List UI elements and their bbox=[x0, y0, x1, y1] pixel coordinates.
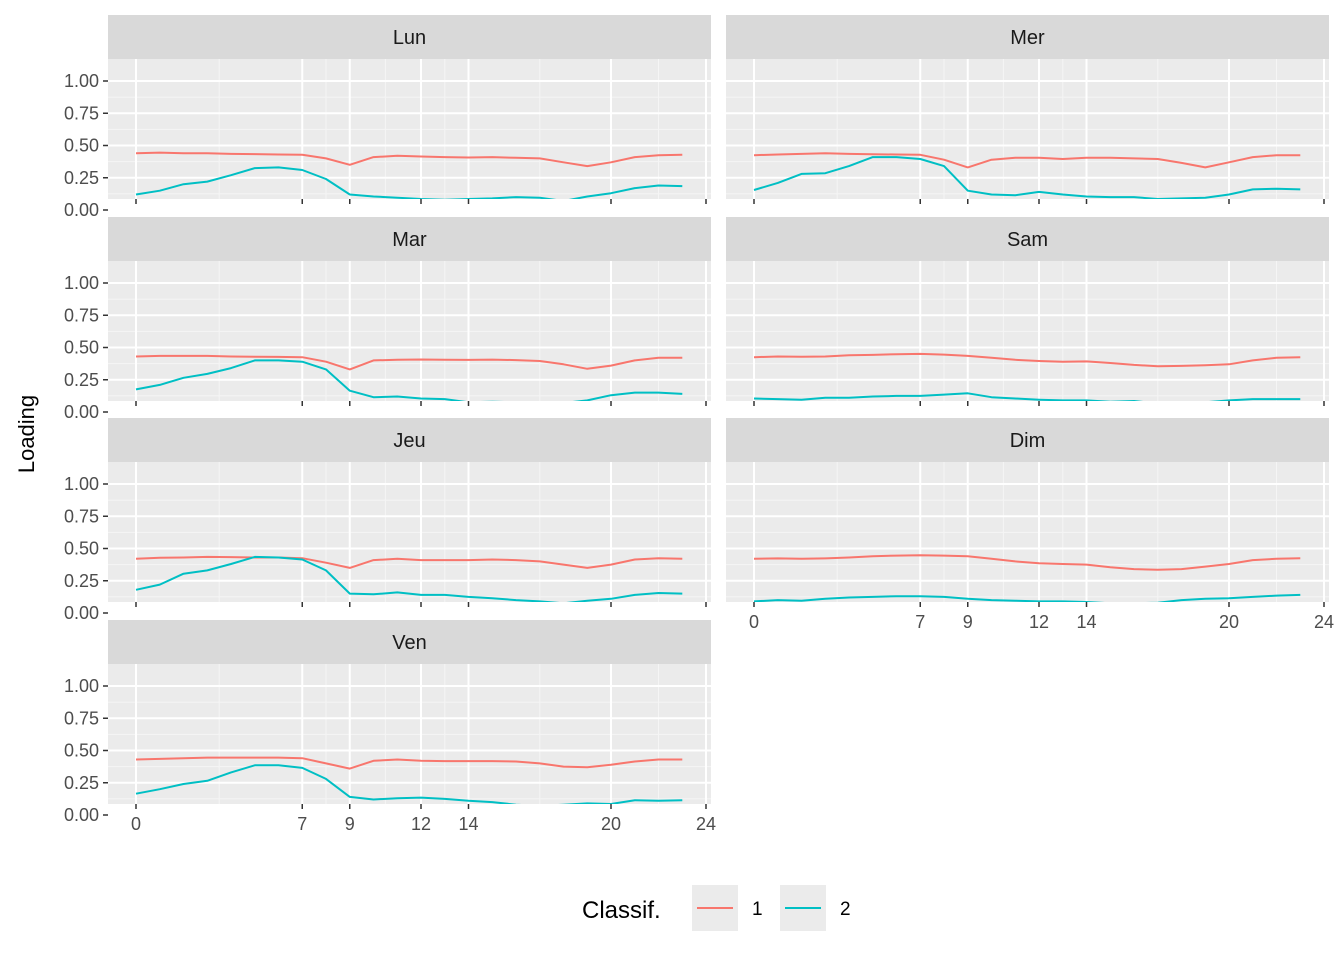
y-tick-label: 0.25 bbox=[64, 571, 99, 591]
y-tick-label: 1.00 bbox=[64, 273, 99, 293]
legend-title: Classif. bbox=[582, 897, 661, 924]
y-axis-title: Loading bbox=[14, 395, 39, 473]
series-lines bbox=[753, 152, 1301, 199]
panel-jeu: Jeu 0.00 0.25 0.50 0.75 1.00 bbox=[64, 418, 711, 623]
y-tick-label: 0.50 bbox=[64, 136, 99, 156]
panel-ven: Ven 0.00 0.25 0.50 0.75 1.00 0 7 9 12 14 20 24 bbox=[64, 620, 716, 834]
series-line-1 bbox=[753, 352, 1301, 368]
legend-label: 2 bbox=[840, 899, 851, 920]
y-tick-label: 0.75 bbox=[64, 103, 99, 123]
x-tick-label: 0 bbox=[131, 814, 141, 834]
x-tick-label: 24 bbox=[696, 814, 716, 834]
x-tick-label: 7 bbox=[297, 814, 307, 834]
strip-label: Mar bbox=[392, 229, 427, 251]
gridlines bbox=[726, 462, 1329, 602]
x-tick-label: 14 bbox=[458, 814, 478, 834]
series-line-2 bbox=[753, 156, 1301, 199]
panel-dim: Dim 0 7 9 12 14 20 24 bbox=[726, 418, 1334, 632]
x-tick-label: 12 bbox=[1029, 612, 1049, 632]
y-tick-label: 0.25 bbox=[64, 773, 99, 793]
x-tick-label: 9 bbox=[345, 814, 355, 834]
series-lines bbox=[135, 555, 683, 602]
strip-background bbox=[726, 15, 1329, 59]
strip-label: Ven bbox=[392, 632, 426, 654]
x-tick-label: 20 bbox=[1219, 612, 1239, 632]
series-lines bbox=[135, 756, 683, 804]
strip-background bbox=[726, 418, 1329, 462]
y-tick-label: 0.00 bbox=[64, 200, 99, 220]
x-tick-label: 12 bbox=[411, 814, 431, 834]
strip-background bbox=[108, 418, 711, 462]
y-tick-label: 0.50 bbox=[64, 741, 99, 761]
gridlines bbox=[108, 261, 711, 401]
x-tick-label: 0 bbox=[749, 612, 759, 632]
series-lines bbox=[135, 354, 683, 401]
series-lines bbox=[753, 554, 1301, 602]
x-tick-label: 14 bbox=[1076, 612, 1096, 632]
strip-label: Sam bbox=[1007, 229, 1048, 251]
y-tick-label: 0.75 bbox=[64, 708, 99, 728]
strip-label: Lun bbox=[393, 27, 426, 49]
y-tick-label: 0.50 bbox=[64, 539, 99, 559]
y-tick-label: 0.25 bbox=[64, 370, 99, 390]
series-line-2 bbox=[753, 593, 1301, 602]
gridlines bbox=[108, 462, 711, 602]
y-tick-label: 0.50 bbox=[64, 338, 99, 358]
legend-item-1: 1 bbox=[692, 885, 763, 931]
series-line-1 bbox=[135, 555, 683, 569]
y-tick-label: 1.00 bbox=[64, 71, 99, 91]
strip-label: Dim bbox=[1010, 430, 1046, 452]
series-lines bbox=[135, 151, 683, 199]
gridlines bbox=[726, 261, 1329, 401]
series-line-1 bbox=[753, 554, 1301, 571]
legend-label: 1 bbox=[752, 899, 763, 920]
y-tick-label: 0.00 bbox=[64, 805, 99, 825]
series-line-2 bbox=[135, 764, 683, 804]
strip-background bbox=[108, 620, 711, 664]
series-line-1 bbox=[135, 151, 683, 168]
strip-label: Mer bbox=[1010, 27, 1045, 49]
y-tick-label: 0.75 bbox=[64, 305, 99, 325]
series-line-1 bbox=[135, 354, 683, 371]
series-lines bbox=[753, 352, 1301, 401]
series-line-2 bbox=[753, 392, 1301, 401]
x-tick-label: 20 bbox=[601, 814, 621, 834]
legend: Classif. 1 2 bbox=[582, 885, 851, 931]
gridlines bbox=[108, 664, 711, 804]
strip-background bbox=[108, 217, 711, 261]
legend-item-2: 2 bbox=[780, 885, 851, 931]
y-tick-label: 0.00 bbox=[64, 603, 99, 623]
series-line-2 bbox=[135, 359, 683, 401]
panel-mer: Mer bbox=[726, 15, 1329, 204]
series-line-2 bbox=[135, 555, 683, 602]
strip-label: Jeu bbox=[393, 430, 425, 452]
y-tick-label: 1.00 bbox=[64, 676, 99, 696]
strip-background bbox=[726, 217, 1329, 261]
series-line-1 bbox=[753, 152, 1301, 169]
panel-sam: Sam bbox=[726, 217, 1329, 406]
panel-mar: Mar 0.00 0.25 0.50 0.75 1.00 bbox=[64, 217, 711, 422]
strip-background bbox=[108, 15, 711, 59]
x-tick-label: 9 bbox=[963, 612, 973, 632]
x-tick-label: 24 bbox=[1314, 612, 1334, 632]
gridlines bbox=[726, 59, 1329, 199]
series-line-1 bbox=[135, 756, 683, 770]
series-line-2 bbox=[135, 166, 683, 199]
y-tick-label: 0.75 bbox=[64, 506, 99, 526]
y-tick-label: 1.00 bbox=[64, 474, 99, 494]
y-tick-label: 0.25 bbox=[64, 168, 99, 188]
y-tick-label: 0.00 bbox=[64, 402, 99, 422]
panel-lun: Lun 0.00 0.25 0.50 0.75 1.00 bbox=[64, 15, 711, 220]
x-tick-label: 7 bbox=[915, 612, 925, 632]
